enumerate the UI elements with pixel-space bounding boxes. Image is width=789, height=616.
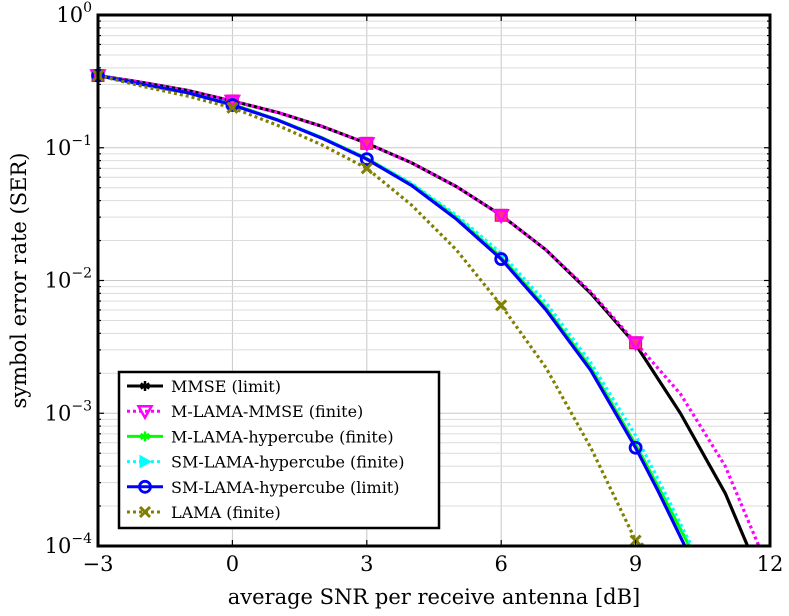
x-tick-label: 12 bbox=[757, 552, 784, 576]
data-point-marker bbox=[138, 479, 152, 494]
x-tick-label: 0 bbox=[226, 552, 239, 576]
tick-marks bbox=[97, 14, 771, 547]
data-point-marker bbox=[358, 137, 376, 153]
data-point-marker bbox=[492, 209, 510, 225]
x-tick-label: −3 bbox=[83, 552, 114, 576]
series-line bbox=[97, 73, 687, 547]
data-point-marker bbox=[226, 101, 239, 114]
y-tick-label: 10−2 bbox=[45, 266, 92, 293]
legend-label: M-LAMA-MMSE (finite) bbox=[171, 402, 363, 421]
data-point-marker bbox=[140, 431, 150, 442]
data-point-marker bbox=[359, 152, 374, 167]
legend-label: SM-LAMA-hypercube (finite) bbox=[171, 453, 405, 472]
y-tick-label: 100 bbox=[56, 0, 92, 27]
x-tick-labels: −3 0 3 6 9 12 bbox=[83, 552, 784, 576]
x-tick-label: 6 bbox=[495, 552, 508, 576]
legend-label: M-LAMA-hypercube (finite) bbox=[171, 427, 394, 446]
data-point-marker bbox=[360, 162, 373, 175]
y-tick-label: 10−3 bbox=[45, 398, 92, 425]
y-axis-label: symbol error rate (SER) bbox=[7, 153, 31, 409]
data-point-marker bbox=[225, 98, 240, 112]
x-tick-label: 3 bbox=[360, 552, 373, 576]
legend: MMSE (limit) M-LAMA-MMSE (finite) M-LAMA-h… bbox=[117, 370, 441, 530]
data-point-marker bbox=[626, 336, 645, 352]
legend-label: LAMA (finite) bbox=[171, 503, 281, 522]
series-line bbox=[97, 73, 761, 547]
data-point-marker bbox=[494, 252, 509, 266]
legend-label: MMSE (limit) bbox=[171, 377, 281, 396]
data-point-marker bbox=[140, 381, 150, 391]
y-tick-labels: 100 10−1 10−2 10−3 10−4 bbox=[45, 0, 92, 558]
data-point-marker bbox=[136, 404, 154, 421]
data-point-marker bbox=[495, 299, 508, 312]
x-tick-label: 9 bbox=[629, 552, 642, 576]
y-tick-label: 10−4 bbox=[45, 531, 92, 558]
series-line bbox=[97, 73, 646, 548]
series-layer bbox=[89, 68, 761, 548]
data-point-marker bbox=[138, 505, 152, 519]
data-point-marker bbox=[139, 454, 153, 469]
x-axis-label: average SNR per receive antenna [dB] bbox=[228, 585, 641, 609]
legend-label: SM-LAMA-hypercube (limit) bbox=[171, 478, 399, 497]
legend-box bbox=[117, 370, 441, 530]
data-point-marker bbox=[628, 440, 643, 455]
y-tick-label: 10−1 bbox=[45, 133, 92, 160]
series-line bbox=[97, 73, 750, 547]
